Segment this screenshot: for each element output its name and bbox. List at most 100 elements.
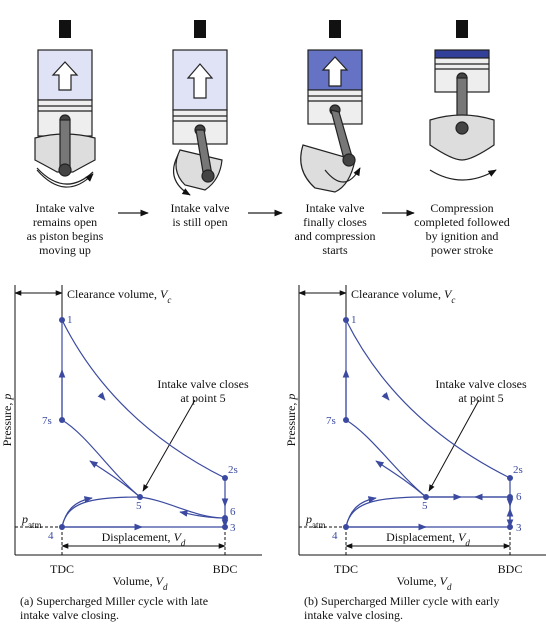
- cycle-path: [345, 496, 427, 528]
- volume-symbol: V: [156, 574, 165, 588]
- stage-caption: and compression: [295, 229, 376, 243]
- state-point: [222, 524, 228, 530]
- volume-symbol: V: [174, 530, 183, 544]
- diagram-caption: intake valve closing.: [20, 608, 119, 622]
- axis-line: [428, 399, 480, 492]
- tdc-label: TDC: [334, 562, 358, 576]
- displacement-sub: d: [181, 538, 186, 548]
- axis-line: [142, 399, 196, 492]
- engine-stage-3: [300, 20, 365, 193]
- stage-caption: remains open: [33, 215, 97, 229]
- point-label: 7s: [42, 415, 52, 427]
- note: Intake valve closes: [435, 377, 527, 391]
- engine-stage-2: [170, 20, 230, 196]
- engine-illustrations: [34, 20, 497, 217]
- point-label: 2s: [228, 464, 238, 476]
- note: at point 5: [180, 391, 225, 405]
- cycle-path: [345, 496, 377, 528]
- diagram-caption: intake valve closing.: [304, 608, 403, 622]
- point-label: 5: [136, 500, 142, 512]
- diagram-caption: (b) Supercharged Miller cycle with early: [304, 594, 499, 608]
- volume-text: Volume,: [113, 574, 156, 588]
- state-point: [59, 524, 65, 530]
- engine-stage-1: [34, 20, 96, 188]
- stage-caption: Intake valve: [36, 201, 95, 215]
- cycle-path: [381, 392, 390, 401]
- patm-sub: atm: [312, 520, 326, 530]
- cycle-path: [139, 496, 226, 519]
- volume-label: Volume, Vd: [397, 574, 452, 592]
- state-point: [343, 417, 349, 423]
- stage-caption: as piston begins: [27, 229, 104, 243]
- note: Intake valve closes: [157, 377, 249, 391]
- state-point: [59, 417, 65, 423]
- displacement-text: Displacement,: [386, 530, 458, 544]
- state-point: [222, 515, 228, 521]
- stage-caption: moving up: [39, 243, 91, 257]
- state-point: [222, 475, 228, 481]
- pressure-text: Pressure,: [0, 400, 14, 447]
- patm-symbol: p: [21, 512, 28, 526]
- cycle-path: [61, 496, 93, 528]
- volume-label: Volume, Vd: [113, 574, 168, 592]
- volume-sub: d: [163, 582, 168, 592]
- pressure-symbol: p: [0, 394, 14, 401]
- state-point: [507, 475, 513, 481]
- displacement-label: Displacement, Vd: [386, 530, 470, 548]
- pressure-label: Pressure, p: [284, 394, 298, 447]
- cycle-path: [179, 510, 226, 519]
- volume-symbol: V: [444, 287, 453, 301]
- cycle-path: [97, 392, 106, 401]
- volume-symbol: V: [440, 574, 449, 588]
- state-point: [423, 494, 429, 500]
- bdc-label: BDC: [498, 562, 523, 576]
- stage-caption: Intake valve: [306, 201, 365, 215]
- point-label: 6: [516, 491, 522, 503]
- volume-symbol: V: [458, 530, 467, 544]
- clearance-text: Clearance volume,: [351, 287, 444, 301]
- tdc-label: TDC: [50, 562, 74, 576]
- state-point: [343, 524, 349, 530]
- stage-caption: is still open: [172, 215, 227, 229]
- volume-text: Volume,: [397, 574, 440, 588]
- stage-caption: Intake valve: [171, 201, 230, 215]
- point-label: 3: [516, 522, 522, 534]
- pressure-label: Pressure, p: [0, 394, 14, 447]
- state-point: [507, 494, 513, 500]
- state-point: [507, 524, 513, 530]
- pressure-symbol: p: [284, 394, 298, 401]
- state-point: [137, 494, 143, 500]
- point-label: 4: [48, 530, 54, 542]
- pv-diagram: 1 7s 2s 5 6 3 4 Clearance volume, Vc Displacemen…: [284, 285, 546, 622]
- clearance-label: Clearance volume, Vc: [351, 287, 455, 305]
- point-label: 1: [351, 314, 357, 326]
- pv-diagrams: 1 7s 2s 5 6 3 4 Clearance volume, Vc Displacemen…: [0, 285, 546, 622]
- bdc-label: BDC: [213, 562, 238, 576]
- displacement-text: Displacement,: [102, 530, 174, 544]
- patm-sub: atm: [28, 520, 42, 530]
- clearance-sub: c: [167, 295, 171, 305]
- cycle-path: [375, 460, 427, 498]
- engine-stage-4: [429, 20, 497, 181]
- clearance-label: Clearance volume, Vc: [67, 287, 171, 305]
- state-point: [59, 317, 65, 323]
- stage-caption: starts: [322, 243, 348, 257]
- cycle-path: [61, 496, 141, 528]
- pressure-text: Pressure,: [284, 400, 298, 447]
- point-label: 6: [230, 506, 236, 518]
- cycle-path: [89, 460, 141, 498]
- point-label: 5: [422, 500, 428, 512]
- pv-diagram: 1 7s 2s 5 6 3 4 Clearance volume, Vc Displacemen…: [0, 285, 262, 622]
- displacement-sub: d: [465, 538, 470, 548]
- point-label: 2s: [513, 464, 523, 476]
- clearance-sub: c: [451, 295, 455, 305]
- point-label: 4: [332, 530, 338, 542]
- volume-symbol: V: [160, 287, 169, 301]
- note: at point 5: [458, 391, 503, 405]
- point-label: 1: [67, 314, 73, 326]
- stage-caption: finally closes: [303, 215, 367, 229]
- state-point: [343, 317, 349, 323]
- displacement-label: Displacement, Vd: [102, 530, 186, 548]
